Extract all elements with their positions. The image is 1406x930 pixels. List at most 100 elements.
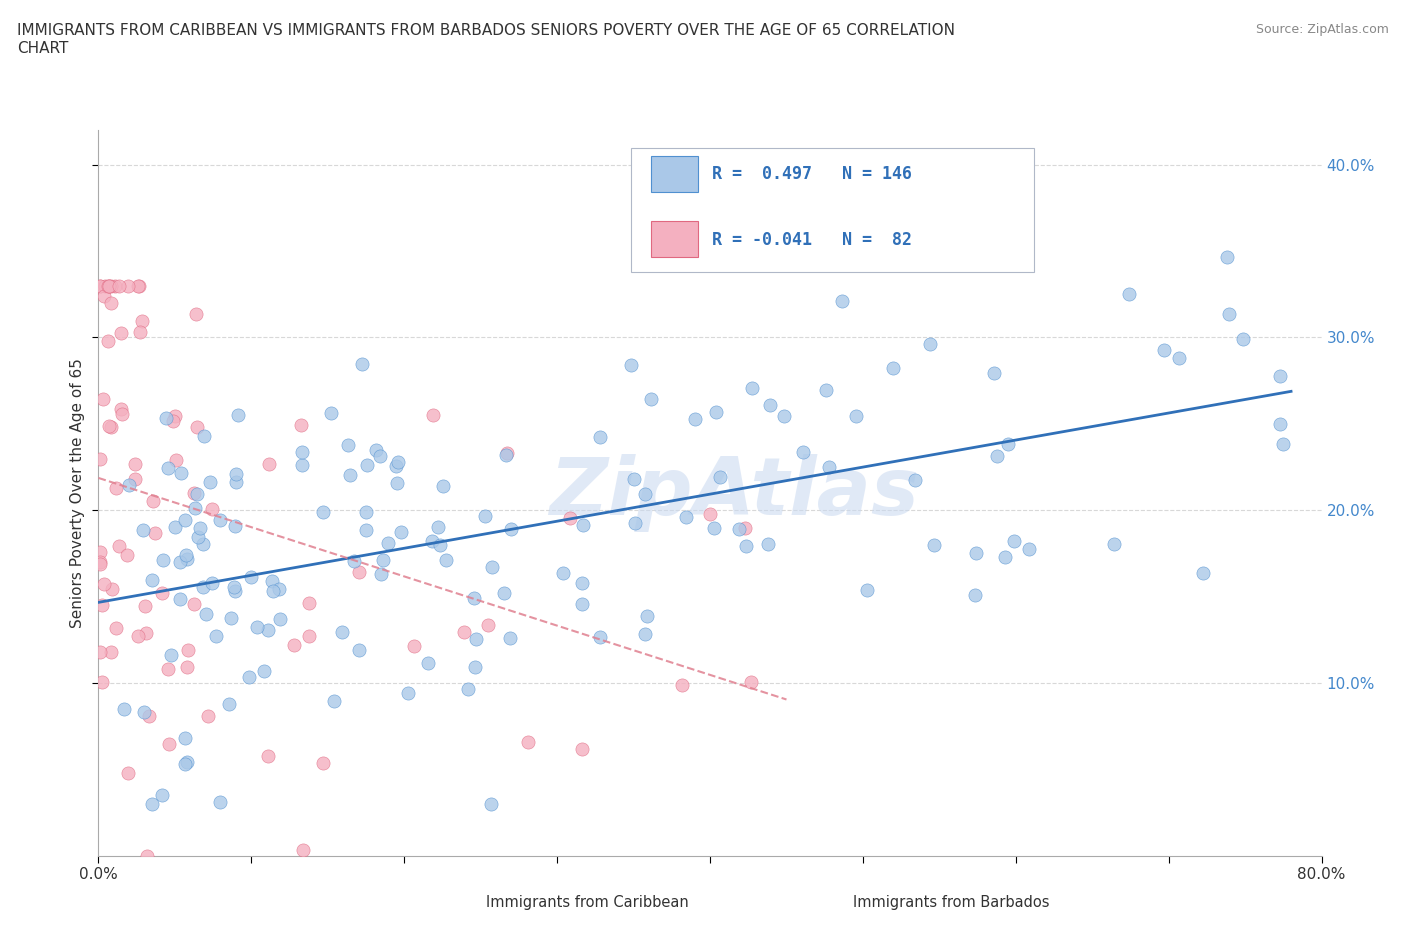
- Point: [636, 608, 658, 623]
- Point: [740, 674, 762, 689]
- Bar: [651, 155, 697, 192]
- Point: [145, 525, 167, 540]
- Point: [422, 534, 444, 549]
- Point: [162, 413, 184, 428]
- Point: [110, 326, 132, 340]
- Point: [262, 584, 284, 599]
- Point: [368, 449, 391, 464]
- Point: [91, 675, 114, 690]
- Point: [966, 545, 988, 560]
- Point: [298, 629, 321, 644]
- Point: [128, 324, 150, 339]
- Point: [457, 681, 479, 696]
- Point: [89, 644, 111, 659]
- Point: [319, 406, 342, 421]
- Point: [173, 513, 195, 528]
- Point: [623, 472, 645, 486]
- Point: [141, 796, 163, 811]
- Point: [553, 565, 575, 580]
- Point: [1215, 250, 1237, 265]
- Point: [176, 659, 198, 674]
- Point: [343, 553, 366, 568]
- Point: [218, 697, 240, 711]
- Point: [773, 409, 796, 424]
- Point: [373, 552, 395, 567]
- Point: [94, 278, 117, 293]
- Point: [1272, 437, 1295, 452]
- Point: [107, 278, 129, 293]
- Point: [205, 629, 228, 644]
- Bar: [441, 888, 478, 916]
- Point: [97, 278, 120, 293]
- Point: [100, 420, 122, 435]
- Point: [111, 406, 134, 421]
- Point: [163, 408, 186, 423]
- Point: [366, 443, 388, 458]
- Point: [432, 479, 454, 494]
- Point: [986, 448, 1008, 463]
- Point: [387, 454, 409, 469]
- Point: [495, 447, 517, 462]
- Point: [402, 639, 425, 654]
- Point: [434, 552, 457, 567]
- Point: [156, 661, 179, 676]
- Point: [759, 397, 782, 412]
- Point: [195, 606, 218, 621]
- Point: [118, 478, 141, 493]
- Point: [1002, 534, 1025, 549]
- Point: [1118, 287, 1140, 302]
- Point: [157, 737, 180, 751]
- Point: [474, 508, 496, 523]
- Point: [104, 278, 127, 293]
- Point: [666, 228, 689, 243]
- Point: [257, 622, 280, 637]
- Point: [89, 557, 111, 572]
- Point: [416, 655, 439, 670]
- Text: Immigrants from Barbados: Immigrants from Barbados: [853, 896, 1050, 910]
- Point: [704, 405, 727, 419]
- Point: [571, 742, 593, 757]
- Point: [89, 278, 111, 293]
- Point: [136, 848, 159, 863]
- Point: [330, 625, 353, 640]
- Point: [124, 457, 146, 472]
- Point: [352, 357, 374, 372]
- Point: [93, 577, 115, 591]
- Point: [734, 521, 756, 536]
- Point: [1018, 541, 1040, 556]
- Point: [699, 506, 721, 521]
- Point: [496, 445, 519, 460]
- Point: [124, 472, 146, 486]
- Point: [291, 458, 314, 472]
- Point: [845, 409, 868, 424]
- Point: [814, 382, 837, 397]
- Point: [571, 597, 593, 612]
- Point: [257, 457, 280, 472]
- Point: [494, 586, 516, 601]
- Point: [1270, 368, 1292, 383]
- Point: [142, 494, 165, 509]
- Point: [117, 765, 139, 780]
- Point: [110, 402, 132, 417]
- Point: [1218, 306, 1240, 321]
- Point: [1232, 331, 1254, 346]
- Point: [138, 709, 160, 724]
- Point: [89, 278, 111, 293]
- Point: [997, 437, 1019, 452]
- Point: [429, 538, 451, 552]
- Point: [188, 521, 211, 536]
- Text: R = -0.041   N =  82: R = -0.041 N = 82: [713, 232, 912, 249]
- Point: [481, 560, 503, 575]
- Point: [183, 500, 205, 515]
- Point: [465, 631, 488, 646]
- Point: [422, 407, 444, 422]
- Point: [756, 537, 779, 551]
- Point: [377, 536, 399, 551]
- Point: [186, 420, 208, 435]
- Point: [115, 548, 138, 563]
- Point: [169, 466, 191, 481]
- Point: [728, 522, 751, 537]
- Point: [322, 694, 344, 709]
- Point: [100, 278, 122, 293]
- Point: [918, 336, 941, 351]
